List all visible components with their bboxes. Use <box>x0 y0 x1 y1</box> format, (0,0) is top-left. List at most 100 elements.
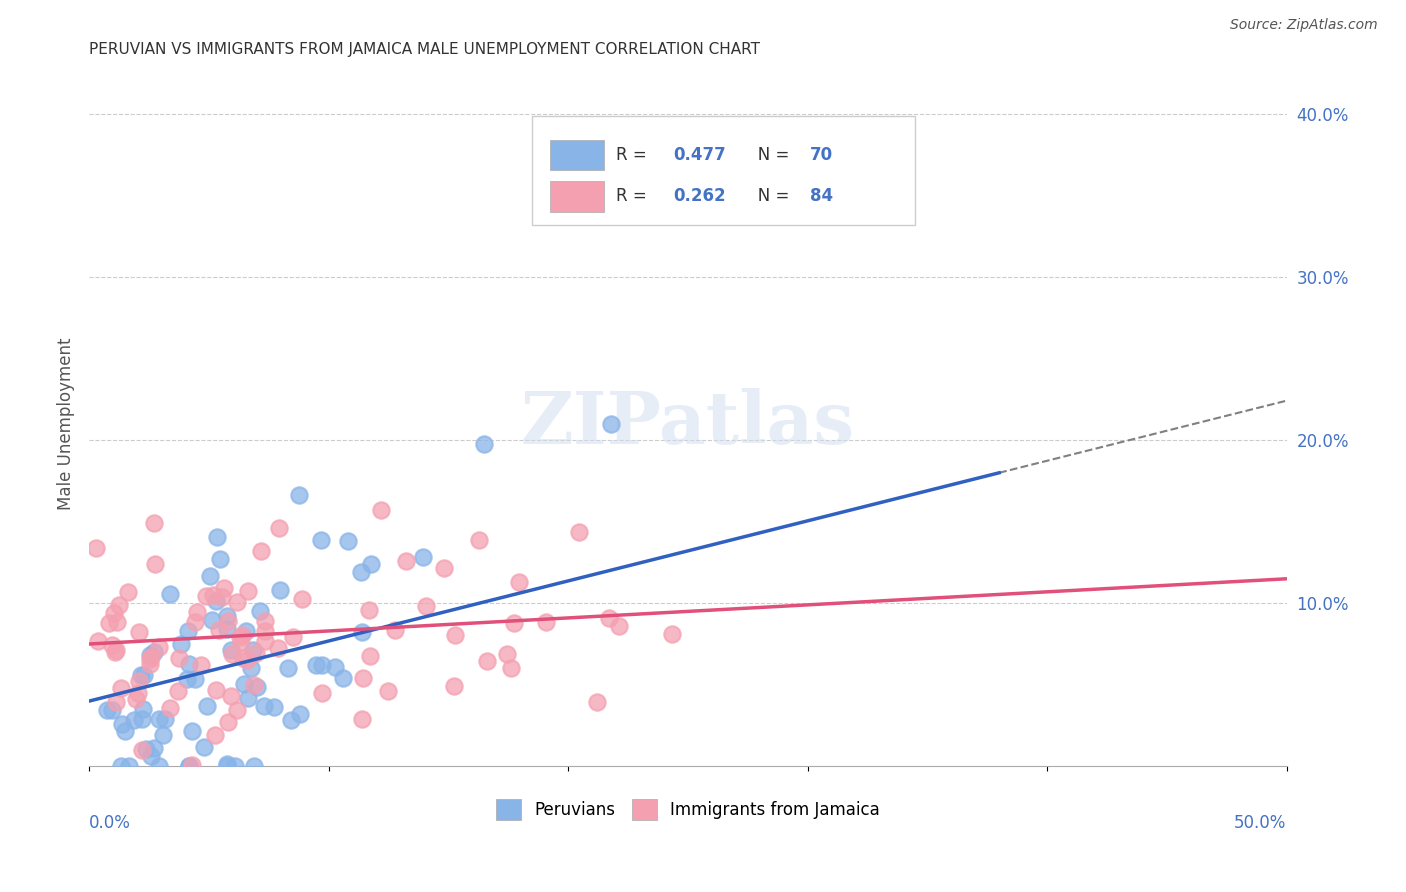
Point <box>370 503 392 517</box>
Point <box>607 619 630 633</box>
Point <box>117 585 139 599</box>
Point <box>129 668 152 682</box>
Point <box>243 677 266 691</box>
Point <box>177 759 200 773</box>
Point <box>101 638 124 652</box>
Point <box>217 715 239 730</box>
Point <box>249 543 271 558</box>
Point <box>143 740 166 755</box>
Point <box>232 651 254 665</box>
Point <box>97 616 120 631</box>
Point <box>246 681 269 695</box>
Point <box>217 614 239 628</box>
Point <box>204 683 226 698</box>
Point <box>352 624 374 639</box>
Point <box>475 654 498 668</box>
Point <box>101 703 124 717</box>
Point <box>359 649 381 664</box>
Point <box>186 605 208 619</box>
Point <box>84 541 107 555</box>
Point <box>236 653 259 667</box>
Point <box>114 724 136 739</box>
Point <box>232 677 254 691</box>
Text: ZIPatlas: ZIPatlas <box>520 388 855 459</box>
Point <box>202 588 225 602</box>
Point <box>219 689 242 703</box>
Point <box>689 196 711 211</box>
Point <box>176 672 198 686</box>
Point <box>110 759 132 773</box>
Point <box>243 759 266 773</box>
Point <box>311 658 333 673</box>
Point <box>143 645 166 659</box>
Point <box>311 686 333 700</box>
Point <box>209 552 232 566</box>
Point <box>107 599 129 613</box>
Point <box>208 623 231 637</box>
Point <box>177 624 200 638</box>
Point <box>190 657 212 672</box>
Point <box>499 661 522 675</box>
Point <box>177 657 200 672</box>
Point <box>384 623 406 637</box>
Point <box>287 488 309 502</box>
Point <box>139 648 162 662</box>
FancyBboxPatch shape <box>531 116 915 225</box>
Point <box>211 590 233 604</box>
Text: 0.262: 0.262 <box>673 187 725 205</box>
Point <box>226 595 249 609</box>
Point <box>138 652 160 666</box>
Point <box>263 700 285 714</box>
Point <box>508 575 530 590</box>
Point <box>193 739 215 754</box>
Point <box>249 604 271 618</box>
Point <box>170 637 193 651</box>
Point <box>221 647 243 661</box>
Point <box>291 592 314 607</box>
Point <box>159 587 181 601</box>
Point <box>236 691 259 706</box>
Point <box>204 728 226 742</box>
Point <box>332 671 354 685</box>
Text: N =: N = <box>742 187 794 205</box>
Point <box>177 759 200 773</box>
Point <box>305 658 328 673</box>
Point <box>235 624 257 638</box>
Text: 70: 70 <box>810 146 834 164</box>
Text: Source: ZipAtlas.com: Source: ZipAtlas.com <box>1230 18 1378 32</box>
Point <box>217 623 239 637</box>
Point <box>236 584 259 599</box>
Point <box>184 615 207 629</box>
Point <box>118 759 141 773</box>
Point <box>231 628 253 642</box>
Point <box>198 569 221 583</box>
Text: R =: R = <box>616 187 652 205</box>
Point <box>153 712 176 726</box>
Point <box>352 671 374 685</box>
Legend: Peruvians, Immigrants from Jamaica: Peruvians, Immigrants from Jamaica <box>489 793 887 827</box>
Point <box>104 695 127 709</box>
Point <box>148 759 170 773</box>
Point <box>103 607 125 621</box>
Point <box>205 531 228 545</box>
Point <box>104 645 127 659</box>
Point <box>323 660 346 674</box>
Point <box>468 533 491 548</box>
Point <box>139 749 162 764</box>
Point <box>415 599 437 613</box>
Text: 84: 84 <box>810 187 834 205</box>
Point <box>184 672 207 686</box>
Point <box>201 613 224 627</box>
Text: N =: N = <box>742 146 794 164</box>
Point <box>359 603 381 617</box>
Point <box>309 533 332 547</box>
Point <box>167 684 190 698</box>
Point <box>134 668 156 682</box>
Point <box>180 757 202 772</box>
Point <box>212 581 235 595</box>
Text: 0.477: 0.477 <box>673 146 727 164</box>
FancyBboxPatch shape <box>550 140 605 170</box>
Point <box>215 608 238 623</box>
Point <box>195 699 218 714</box>
Point <box>239 661 262 675</box>
